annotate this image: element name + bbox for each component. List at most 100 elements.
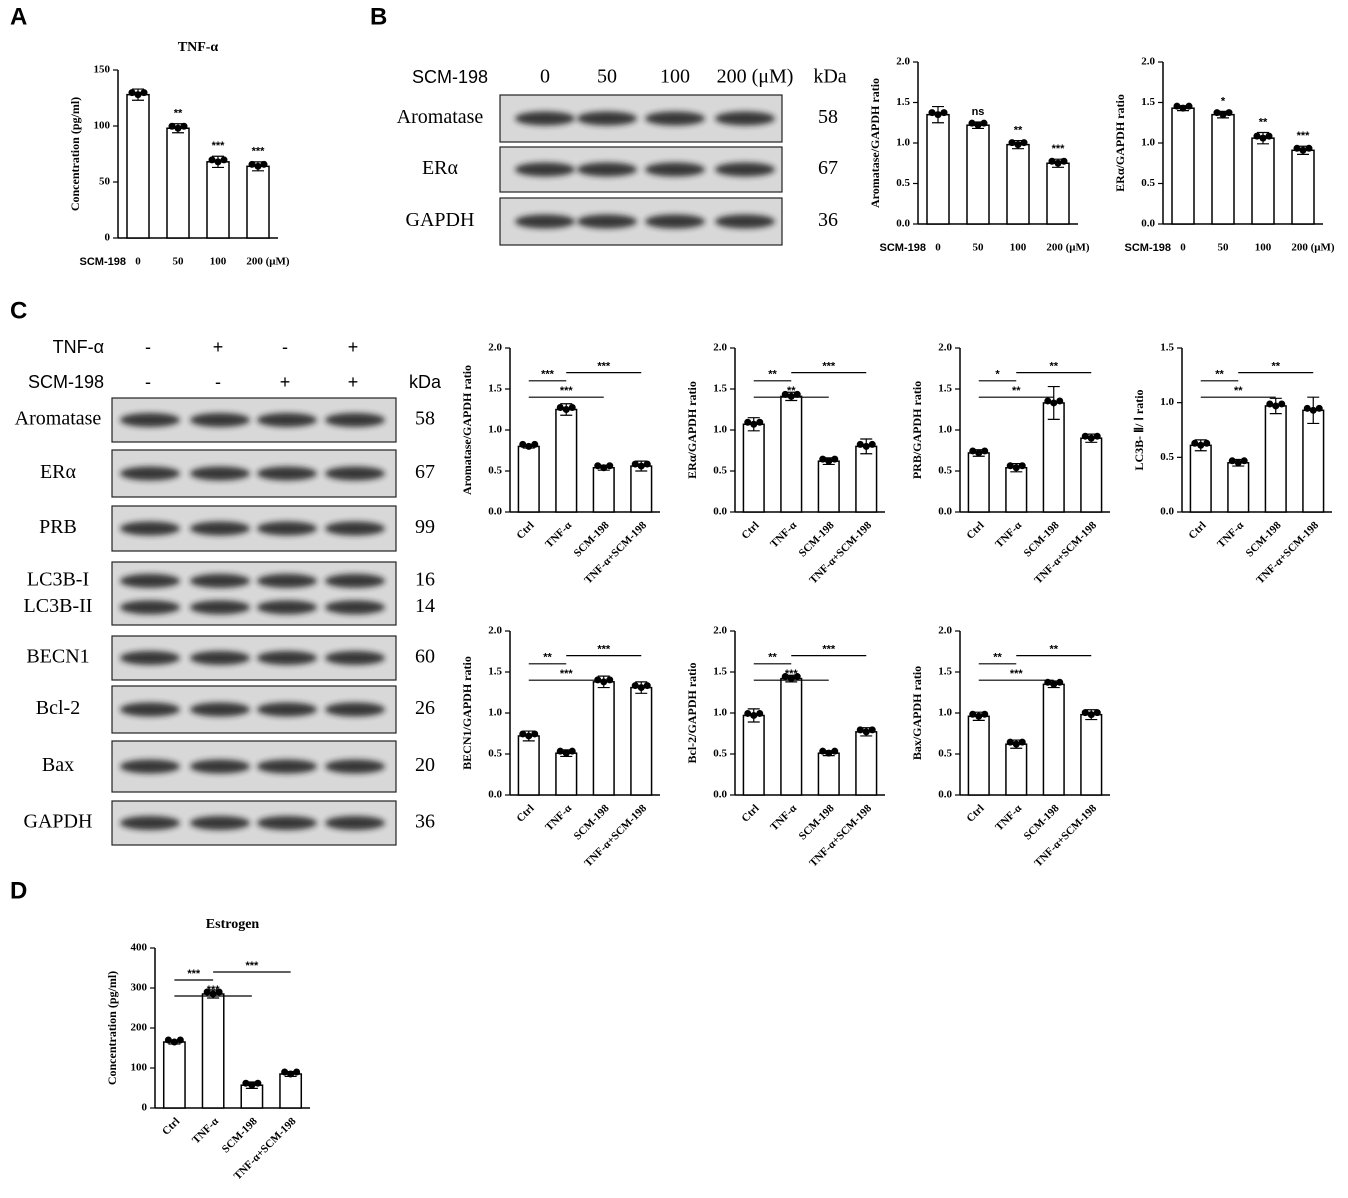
x-tick-label: 50 bbox=[173, 256, 185, 268]
bar bbox=[966, 124, 990, 225]
blot-band bbox=[645, 162, 705, 177]
protein-label: Bax bbox=[42, 754, 74, 776]
data-point bbox=[631, 460, 639, 468]
data-point bbox=[974, 121, 982, 129]
y-tick-label: 0.5 bbox=[896, 177, 910, 189]
panel-letter: B bbox=[370, 3, 387, 30]
bar bbox=[817, 752, 840, 796]
bar bbox=[780, 395, 803, 513]
data-point bbox=[1087, 711, 1095, 719]
significance-label: * bbox=[995, 369, 1000, 381]
data-point bbox=[981, 710, 989, 718]
lane-label: 200 (μM) bbox=[717, 66, 794, 88]
treatment-sign: + bbox=[348, 337, 359, 357]
data-point bbox=[519, 730, 527, 738]
data-point bbox=[140, 89, 148, 97]
y-tick-label: 1.5 bbox=[938, 666, 952, 678]
y-tick-label: 0.5 bbox=[1141, 177, 1155, 189]
bar bbox=[166, 127, 190, 239]
blot-band bbox=[645, 111, 705, 126]
bar bbox=[555, 408, 578, 513]
data-point bbox=[180, 122, 188, 130]
bar bbox=[780, 677, 803, 796]
y-tick-label: 1.0 bbox=[488, 424, 502, 436]
bar bbox=[162, 1041, 186, 1109]
x-tick-label: TNF-α bbox=[993, 519, 1025, 551]
x-tick-label: 200 (μM) bbox=[1291, 242, 1335, 254]
y-tick-label: 2.0 bbox=[488, 342, 502, 354]
y-axis-label: Bax/GAPDH ratio bbox=[910, 666, 924, 760]
data-point bbox=[1006, 738, 1014, 746]
y-tick-label: 200 bbox=[131, 1022, 148, 1034]
y-tick-label: 2.0 bbox=[713, 342, 727, 354]
x-tick-label: 200 (μM) bbox=[1046, 242, 1090, 254]
blot-band bbox=[577, 111, 637, 126]
kda-value: 36 bbox=[415, 811, 435, 833]
bar bbox=[1080, 437, 1103, 513]
data-point bbox=[519, 440, 527, 448]
lane-label: 100 bbox=[660, 66, 690, 88]
data-point bbox=[1197, 441, 1205, 449]
data-point bbox=[1185, 102, 1193, 110]
data-point bbox=[1219, 111, 1227, 119]
significance-label: *** bbox=[212, 140, 226, 152]
kda-value: 14 bbox=[415, 595, 435, 617]
y-tick-label: 1.0 bbox=[938, 707, 952, 719]
data-point bbox=[981, 447, 989, 455]
significance-label: ** bbox=[543, 652, 552, 664]
y-tick-label: 1.5 bbox=[938, 383, 952, 395]
blot-band bbox=[325, 521, 385, 536]
blot-band bbox=[325, 816, 385, 830]
x-tick-label: 100 bbox=[1255, 242, 1272, 254]
significance-label: ** bbox=[1049, 361, 1058, 373]
y-tick-label: 100 bbox=[94, 120, 111, 132]
x-axis-label: SCM-198 bbox=[80, 256, 126, 268]
blot-band bbox=[190, 816, 250, 830]
data-point bbox=[1266, 400, 1274, 408]
significance-label: ** bbox=[1049, 644, 1058, 656]
data-point bbox=[1265, 132, 1273, 140]
x-tick-label: Ctrl bbox=[1186, 519, 1208, 541]
significance-label: ** bbox=[1215, 369, 1224, 381]
treatment-sign: - bbox=[145, 337, 151, 357]
data-point bbox=[1056, 678, 1064, 686]
data-point bbox=[637, 462, 645, 470]
data-point bbox=[174, 124, 182, 132]
data-point bbox=[831, 747, 839, 755]
significance-label: *** bbox=[1010, 668, 1024, 680]
bar bbox=[1264, 405, 1287, 513]
data-point bbox=[525, 732, 533, 740]
data-point bbox=[787, 392, 795, 400]
y-tick-label: 1.0 bbox=[1141, 137, 1155, 149]
blot-band bbox=[715, 214, 775, 229]
significance-label: ** bbox=[1234, 385, 1243, 397]
blot-band bbox=[577, 162, 637, 177]
treatment-sign: + bbox=[348, 372, 359, 392]
chart-title: Estrogen bbox=[206, 917, 260, 932]
x-tick-label: Ctrl bbox=[739, 519, 761, 541]
data-point bbox=[934, 111, 942, 119]
blot-band bbox=[120, 816, 180, 830]
data-point bbox=[1050, 399, 1058, 407]
bar bbox=[855, 445, 878, 513]
data-point bbox=[975, 712, 983, 720]
data-point bbox=[1225, 109, 1233, 117]
data-point bbox=[1315, 404, 1323, 412]
data-point bbox=[975, 449, 983, 457]
y-tick-label: 0.5 bbox=[488, 748, 502, 760]
bar bbox=[1042, 683, 1065, 796]
y-tick-label: 0.5 bbox=[713, 465, 727, 477]
y-tick-label: 1.0 bbox=[488, 707, 502, 719]
treatment-sign: - bbox=[145, 372, 151, 392]
blot-band bbox=[120, 466, 180, 481]
data-point bbox=[1006, 462, 1014, 470]
data-point bbox=[856, 726, 864, 734]
blot-band bbox=[190, 600, 250, 615]
treatment-sign: + bbox=[213, 337, 224, 357]
y-tick-label: 1.5 bbox=[488, 383, 502, 395]
y-tick-label: 0.5 bbox=[713, 748, 727, 760]
significance-label: ** bbox=[1271, 361, 1280, 373]
x-tick-label: Ctrl bbox=[739, 802, 761, 824]
bar bbox=[1005, 466, 1028, 513]
